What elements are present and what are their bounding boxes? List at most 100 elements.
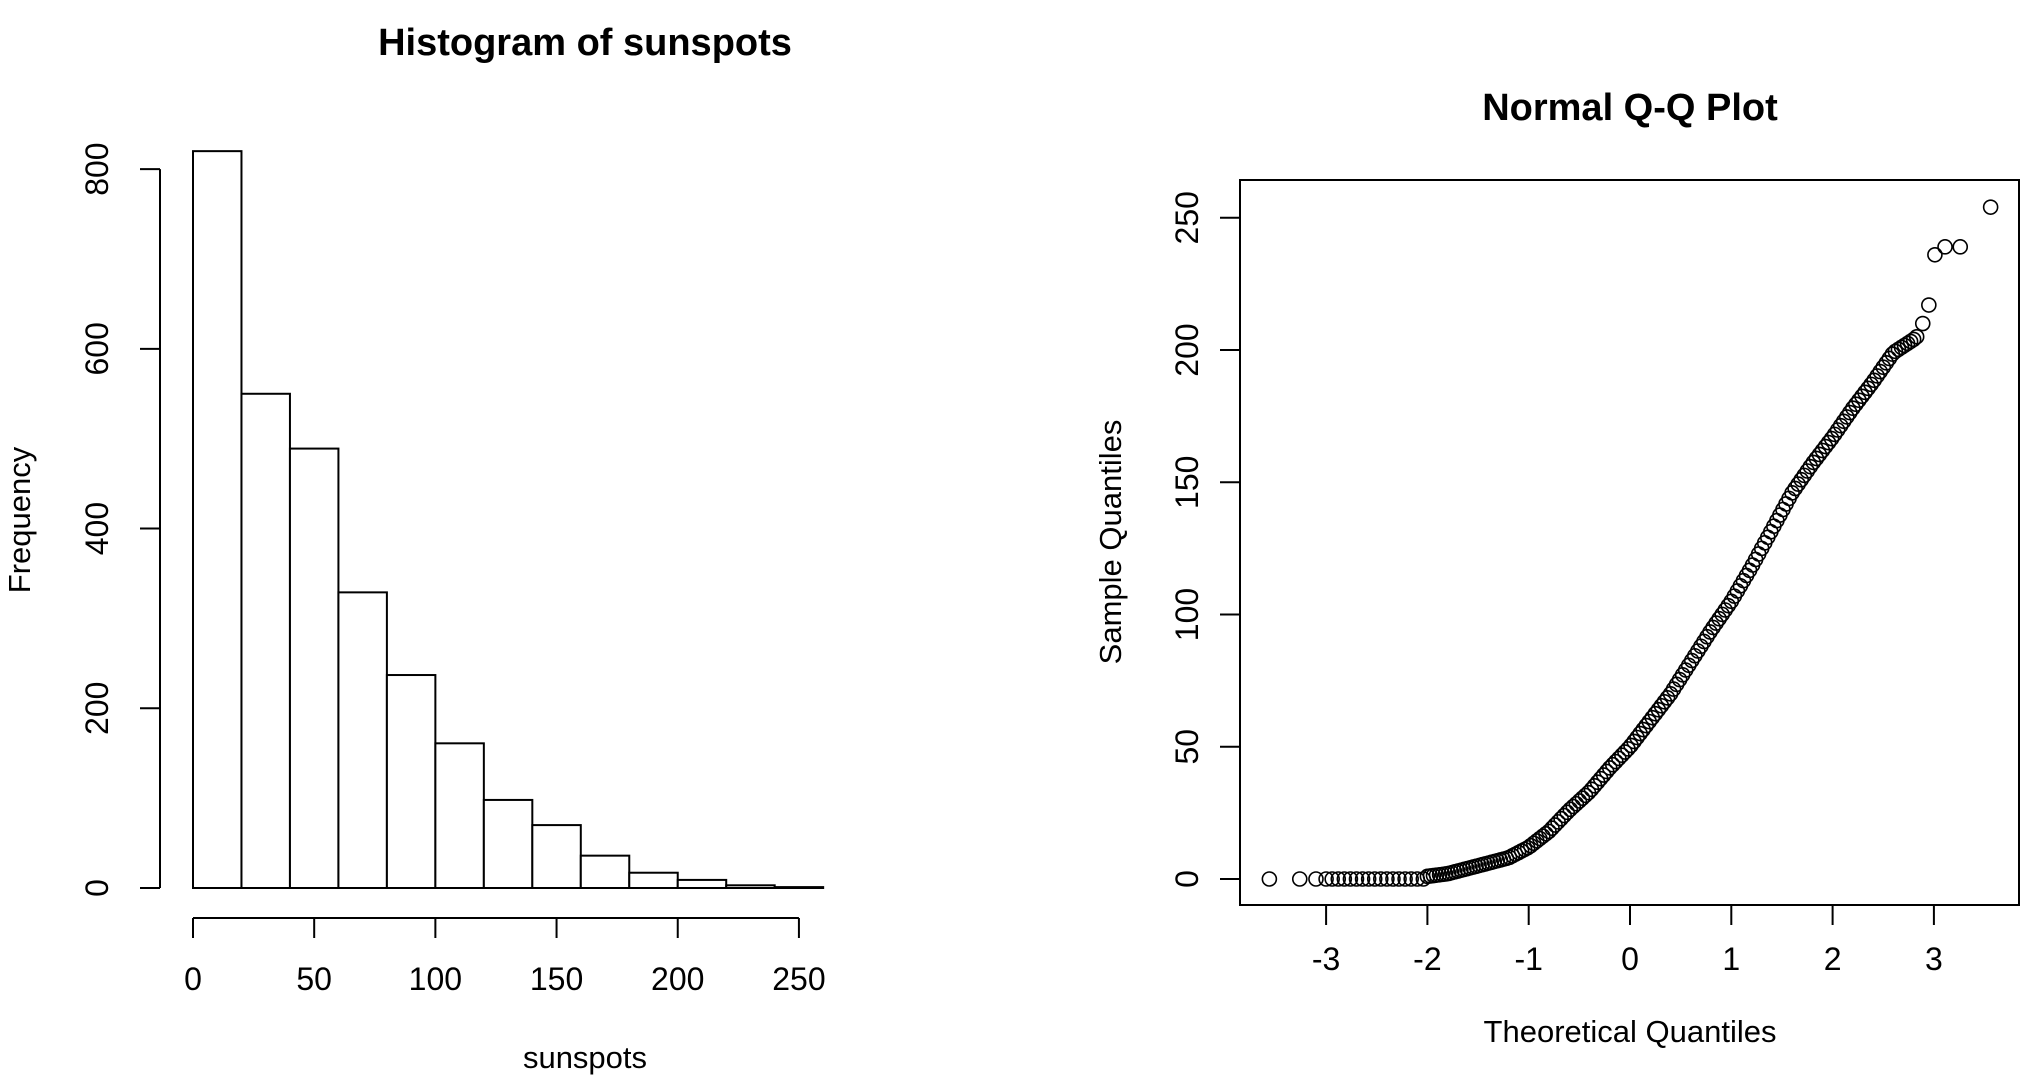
histogram-bar — [482, 798, 534, 889]
qq-point — [1808, 450, 1825, 467]
qq-point — [1318, 871, 1334, 887]
histogram-bar — [240, 392, 291, 889]
qq-point — [1366, 871, 1383, 887]
qq-point — [1324, 871, 1340, 887]
qq-point — [1857, 384, 1873, 401]
qq-point — [1937, 239, 1953, 255]
histogram-bars — [192, 150, 825, 890]
histogram-y-tick-label: 0 — [79, 879, 115, 897]
histogram-y-label: Frequency — [2, 446, 37, 593]
histogram-x-tick-label: 100 — [409, 961, 462, 997]
qq-point — [1817, 438, 1834, 455]
qq-point — [1908, 328, 1925, 345]
qq-y-tick-label: 100 — [1169, 588, 1205, 641]
qq-point — [1635, 721, 1651, 738]
qq-point — [1650, 701, 1667, 718]
qq-point — [1741, 562, 1758, 579]
histogram-bar — [628, 871, 679, 890]
histogram-x-axis: 0 50 100 150 200 250 — [184, 917, 826, 997]
histogram-bar — [288, 447, 340, 889]
qq-x-tick-label: 2 — [1824, 941, 1842, 977]
qq-point — [1851, 392, 1867, 409]
qq-point — [1261, 871, 1278, 887]
qq-plot-frame — [1239, 179, 2020, 906]
qq-plot-x-axis: -3 -2 -1 0 1 2 3 — [1312, 904, 1943, 977]
histogram-x-tick-label: 200 — [651, 961, 704, 997]
qq-plot-y-axis: 0 50 100 150 200 250 — [1169, 191, 1241, 888]
qq-point — [1814, 442, 1831, 459]
qq-point — [1291, 871, 1308, 887]
qq-x-tick-label: -1 — [1514, 941, 1542, 977]
qq-y-tick-label: 250 — [1169, 191, 1205, 244]
qq-point — [1644, 709, 1661, 726]
qq-point — [1641, 713, 1658, 730]
qq-point — [1354, 871, 1371, 887]
qq-point — [1735, 572, 1752, 589]
histogram-bar — [434, 742, 485, 889]
qq-x-tick-label: 0 — [1621, 941, 1639, 977]
qq-point — [1848, 396, 1864, 413]
qq-point — [1391, 871, 1407, 887]
histogram-bar — [773, 886, 825, 889]
histogram-bar — [385, 674, 437, 889]
qq-point — [1629, 729, 1645, 746]
histogram-x-tick-label: 0 — [184, 961, 202, 997]
qq-x-tick-label: 3 — [1925, 941, 1943, 977]
qq-point — [1336, 871, 1353, 887]
histogram-y-tick-label: 400 — [79, 502, 115, 555]
qq-point — [1574, 790, 1591, 806]
histogram-y-tick-label: 200 — [79, 682, 115, 735]
qq-point — [1379, 871, 1395, 887]
qq-point — [1952, 239, 1969, 255]
qq-plot-y-label: Sample Quantiles — [1093, 420, 1128, 665]
qq-point — [1373, 871, 1389, 887]
qq-x-tick-label: 1 — [1722, 941, 1740, 977]
qq-point — [1914, 315, 1931, 332]
qq-point — [1653, 697, 1670, 714]
qq-y-tick-label: 150 — [1169, 456, 1205, 509]
histogram-x-tick-label: 50 — [296, 961, 332, 997]
qq-point — [1348, 871, 1365, 887]
histogram-bar — [725, 884, 776, 889]
qq-plot-title: Normal Q-Q Plot — [1482, 87, 1778, 129]
qq-point — [1342, 871, 1359, 887]
qq-point — [1982, 199, 1999, 215]
qq-point — [1397, 871, 1413, 887]
qq-point — [1905, 331, 1922, 348]
qq-point — [1623, 737, 1639, 754]
qq-point — [1738, 567, 1755, 584]
qq-point — [1568, 795, 1585, 812]
qq-point — [1403, 871, 1419, 887]
qq-point — [1577, 787, 1594, 804]
qq-point — [1845, 400, 1861, 416]
histogram-y-tick-label: 800 — [79, 142, 115, 195]
qq-point — [1626, 733, 1642, 750]
qq-point — [1927, 246, 1943, 263]
qq-y-tick-label: 200 — [1169, 323, 1205, 376]
histogram-title: Histogram of sunspots — [378, 22, 792, 64]
qq-point — [1632, 725, 1648, 742]
qq-y-tick-label: 0 — [1169, 870, 1205, 888]
qq-plot-x-label: Theoretical Quantiles — [1484, 1014, 1777, 1049]
histogram-y-axis: 0 200 400 600 800 — [79, 142, 161, 897]
qq-plot-points — [1261, 199, 1999, 887]
qq-x-tick-label: -3 — [1312, 941, 1340, 977]
qq-point — [1820, 434, 1837, 451]
qq-point — [1732, 578, 1749, 594]
qq-x-tick-label: -2 — [1413, 941, 1441, 977]
histogram-x-tick-label: 150 — [530, 961, 583, 997]
qq-point — [1385, 871, 1401, 887]
qq-point — [1308, 871, 1324, 887]
qq-y-tick-label: 50 — [1169, 729, 1205, 765]
histogram-x-tick-label: 250 — [772, 961, 825, 997]
qq-point — [1854, 388, 1870, 405]
qq-point — [1330, 871, 1347, 887]
qq-point — [1811, 446, 1828, 463]
histogram-bar — [531, 824, 582, 890]
histogram-bar — [192, 150, 243, 889]
qq-point — [1656, 693, 1673, 710]
qq-plot-panel: Normal Q-Q Plot -3 -2 -1 0 1 2 3 0 50 100 150 200 2… — [1093, 87, 2020, 1049]
histogram-bar — [337, 591, 388, 889]
qq-point — [1565, 798, 1582, 815]
qq-point — [1921, 297, 1937, 313]
